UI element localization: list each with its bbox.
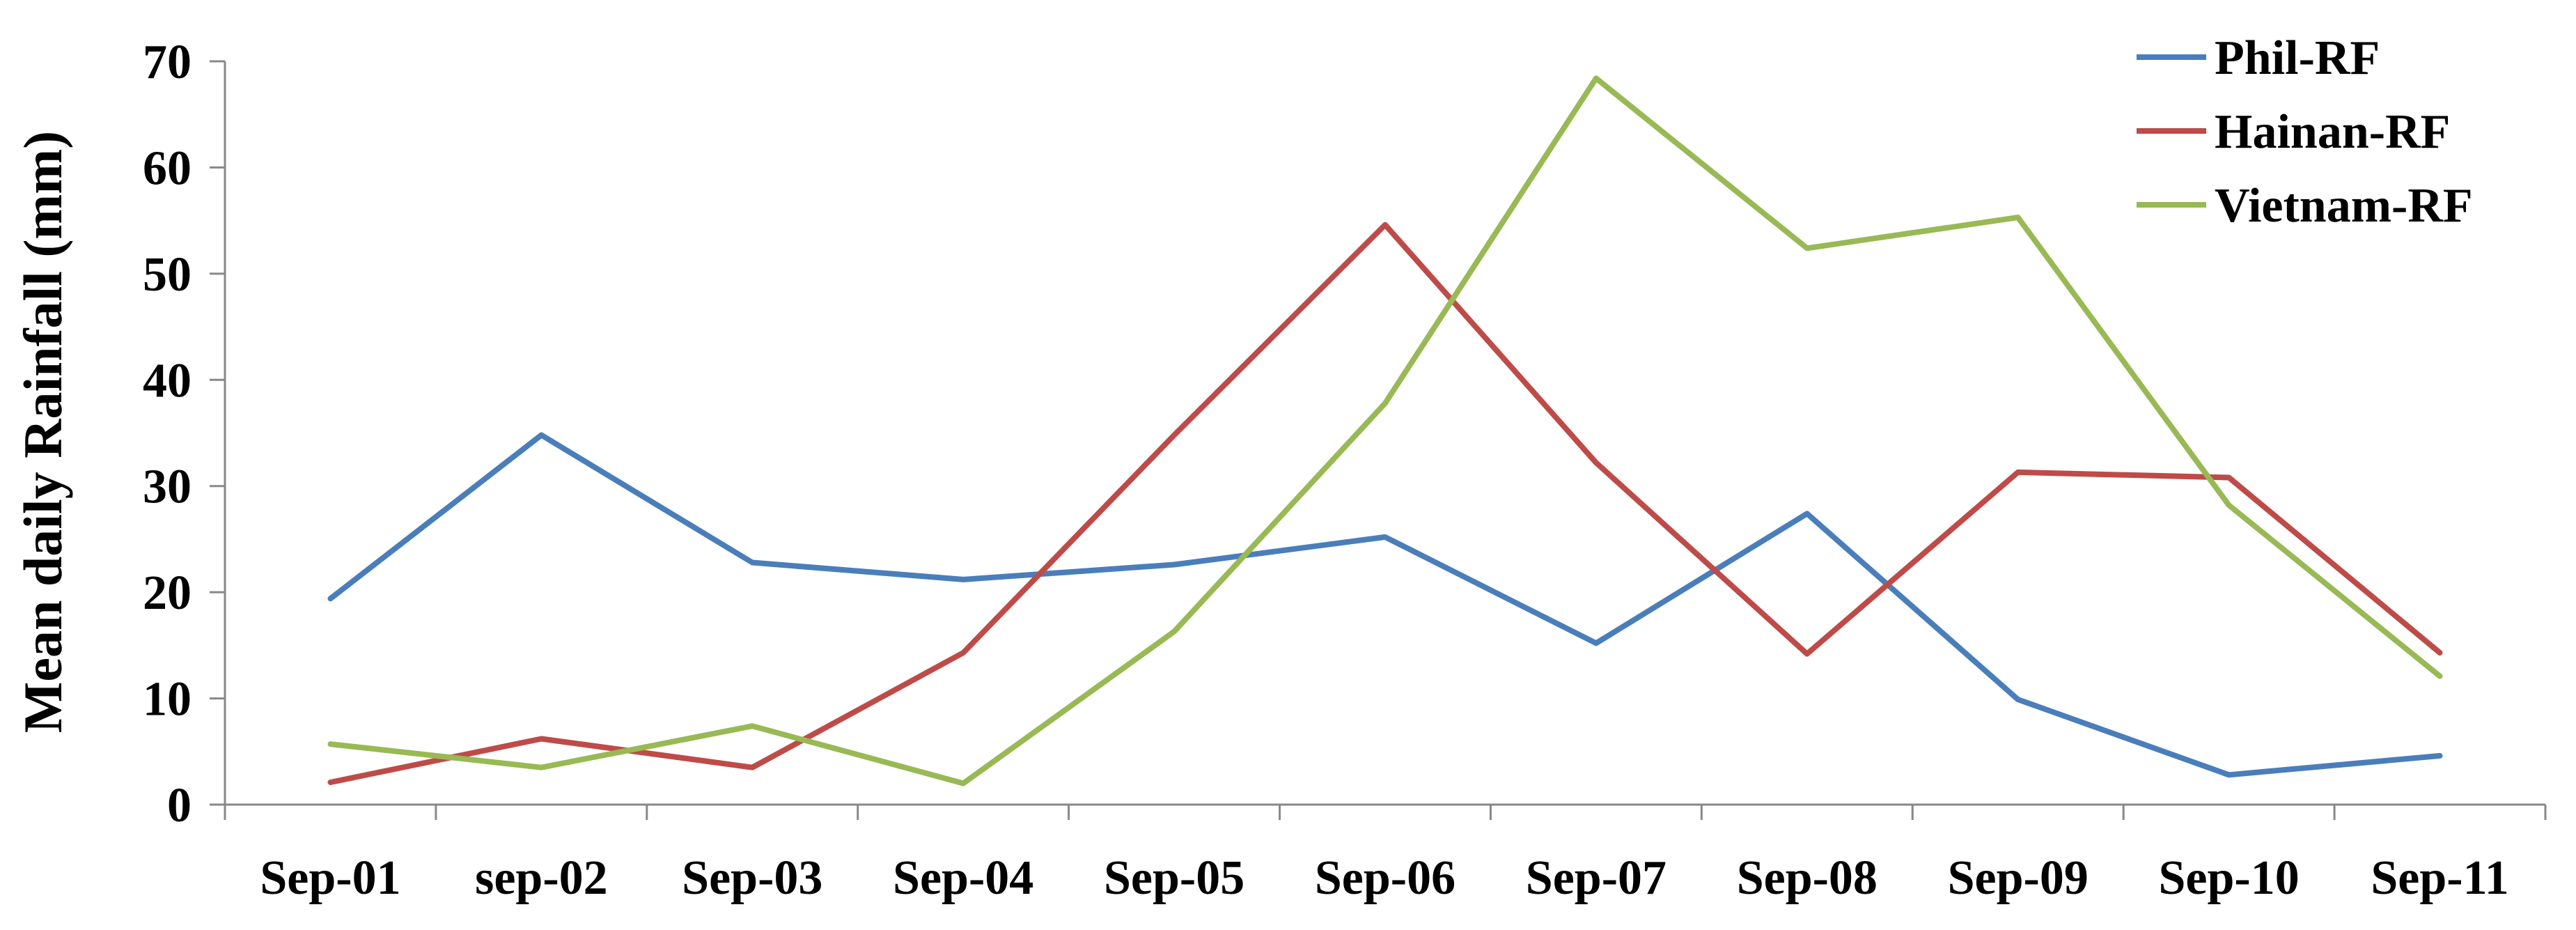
x-tick-label: Sep-06 (1315, 851, 1455, 905)
x-tick-label: Sep-01 (260, 851, 400, 905)
x-tick-label: Sep-05 (1104, 851, 1244, 905)
series-line-vietnam-rf (327, 75, 2443, 786)
x-tick-label: Sep-10 (2159, 851, 2300, 905)
legend-label-vietnam-rf: Vietnam-RF (2215, 179, 2473, 233)
y-tick-label: 70 (143, 36, 192, 89)
series-line-hainan-rf (327, 222, 2443, 785)
legend-label-phil-rf: Phil-RF (2215, 31, 2380, 85)
y-axis-title-group: Mean daily Rainfall (mm) (13, 131, 73, 733)
x-tick-label: Sep-08 (1737, 851, 1878, 905)
series-line-phil-rf (327, 432, 2443, 778)
x-tick-label: Sep-09 (1948, 851, 2089, 905)
x-tick-label: Sep-11 (2371, 851, 2508, 905)
y-tick-label: 10 (143, 673, 192, 727)
x-tick-label: Sep-07 (1526, 851, 1666, 905)
legend-label-hainan-rf: Hainan-RF (2215, 105, 2450, 159)
legend: Phil-RF Hainan-RF Vietnam-RF (2137, 31, 2473, 233)
x-tick-label: sep-02 (475, 851, 608, 905)
y-axis-title: Mean daily Rainfall (mm) (13, 131, 73, 733)
y-tick-label: 40 (143, 354, 192, 408)
y-tick-label: 30 (143, 460, 192, 514)
y-ticks: 0 10 20 30 40 50 60 70 (143, 36, 225, 832)
x-ticks: Sep-01 sep-02 Sep-03 Sep-04 Sep-05 Sep-06 Sep-… (224, 805, 2547, 905)
y-tick-label: 0 (167, 779, 192, 832)
y-tick-label: 20 (143, 566, 192, 620)
axes (224, 61, 2545, 806)
x-tick-label: Sep-03 (682, 851, 822, 905)
series-lines (327, 75, 2443, 786)
y-tick-label: 60 (143, 141, 192, 195)
x-tick-label: Sep-04 (893, 851, 1033, 905)
y-tick-label: 50 (143, 248, 192, 302)
